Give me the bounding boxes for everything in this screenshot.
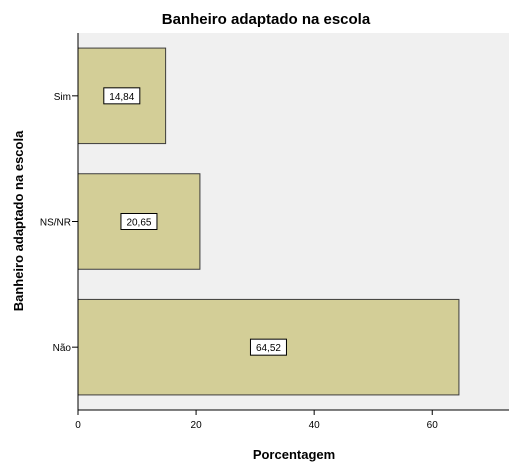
x-tick-label: 60 (427, 420, 439, 431)
y-tick-label: Sim (54, 92, 71, 103)
data-label-box (103, 87, 141, 105)
data-label: 14,84 (109, 92, 134, 103)
chart-title: Banheiro adaptado na escola (162, 11, 371, 28)
y-ticks-group: Sim NS/NR Não (40, 92, 78, 354)
data-label-box (120, 213, 158, 230)
x-ticks-group: 0 20 40 60 (75, 410, 438, 431)
data-label: 20,65 (126, 218, 151, 229)
data-label: 64,52 (256, 343, 281, 354)
x-tick-label: 20 (191, 420, 203, 431)
x-tick-label: 40 (309, 420, 321, 431)
x-axis-title: Porcentagem (253, 447, 335, 462)
data-label-box (249, 338, 287, 356)
x-tick-label: 0 (75, 420, 81, 431)
y-axis-title: Banheiro adaptado na escola (11, 130, 26, 311)
y-tick-label: NS/NR (40, 218, 71, 229)
data-labels-group: 14,84 20,65 64,52 (103, 87, 287, 356)
y-tick-label: Não (53, 343, 72, 354)
